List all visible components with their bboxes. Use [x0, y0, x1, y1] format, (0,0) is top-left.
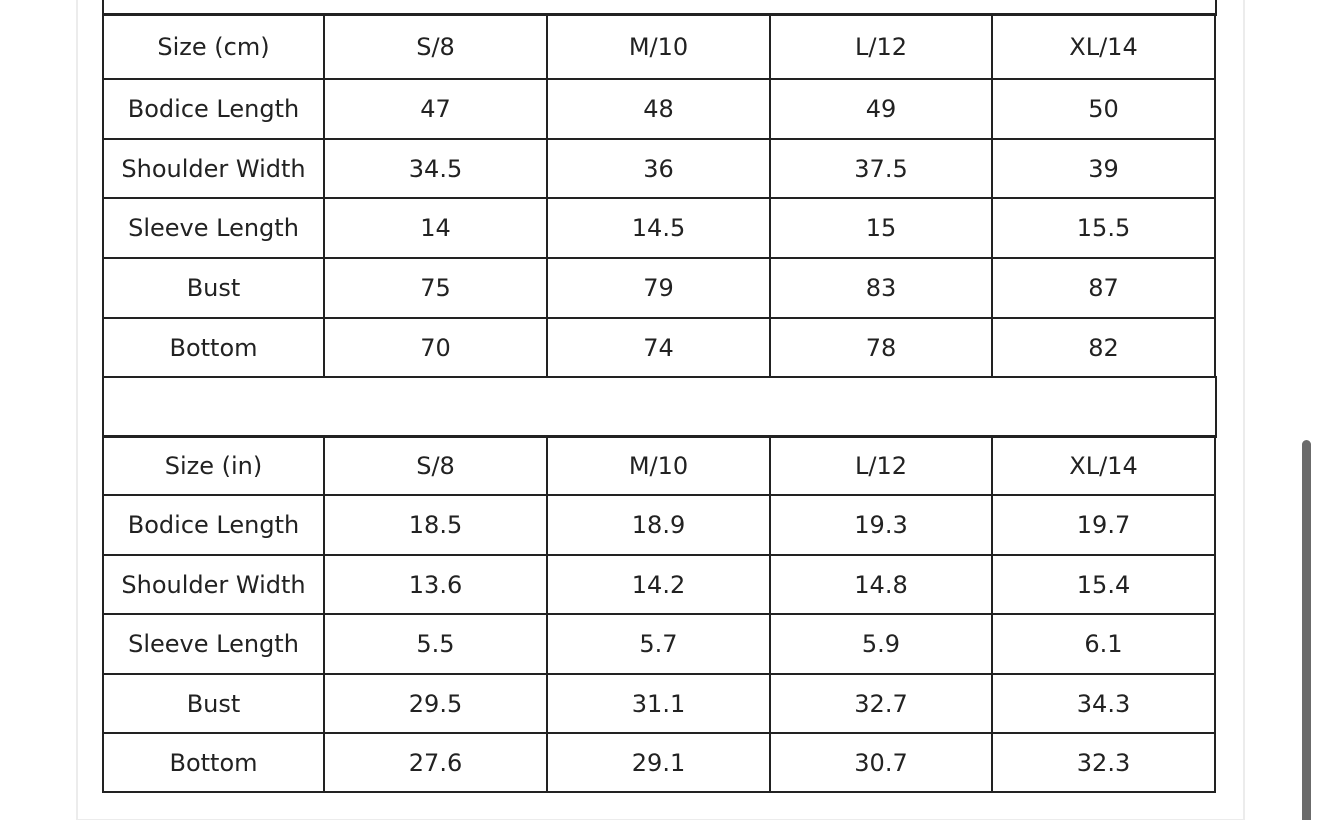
- table-cell: 18.5: [323, 494, 548, 556]
- table-cell: 32.3: [991, 732, 1216, 793]
- row-label: Sleeve Length: [102, 197, 325, 259]
- table-cell: 14: [323, 197, 548, 259]
- header-cell: Size (cm): [102, 13, 325, 80]
- table-cell: 14.8: [769, 554, 993, 615]
- panel: [76, 0, 1245, 820]
- table-top-row: [102, 0, 1217, 16]
- header-cell: S/8: [323, 13, 548, 80]
- table-cell: 19.7: [991, 494, 1216, 556]
- table-cell: 5.9: [769, 613, 993, 675]
- scrollbar[interactable]: [1302, 440, 1311, 820]
- table-cell: 15.4: [991, 554, 1216, 615]
- row-label: Shoulder Width: [102, 554, 325, 615]
- table-cell: 19.3: [769, 494, 993, 556]
- row-label: Bottom: [102, 732, 325, 793]
- table-cell: 50: [991, 78, 1216, 140]
- table-cell: 15: [769, 197, 993, 259]
- table-cell: 78: [769, 317, 993, 378]
- header-cell: M/10: [546, 435, 771, 496]
- table-cell: 83: [769, 257, 993, 319]
- table-cell: 82: [991, 317, 1216, 378]
- table-cell: 5.7: [546, 613, 771, 675]
- header-cell: S/8: [323, 435, 548, 496]
- table-cell: 39: [991, 138, 1216, 199]
- row-label: Bodice Length: [102, 78, 325, 140]
- row-label: Bodice Length: [102, 494, 325, 556]
- table-cell: 14.5: [546, 197, 771, 259]
- table-cell: 74: [546, 317, 771, 378]
- table-cell: 29.5: [323, 673, 548, 734]
- header-cell: L/12: [769, 435, 993, 496]
- table-cell: 75: [323, 257, 548, 319]
- row-label: Bottom: [102, 317, 325, 378]
- row-label: Shoulder Width: [102, 138, 325, 199]
- table-cell: 5.5: [323, 613, 548, 675]
- table-cell: 70: [323, 317, 548, 378]
- table-cell: 79: [546, 257, 771, 319]
- header-cell: XL/14: [991, 13, 1216, 80]
- table-cell: 49: [769, 78, 993, 140]
- table-cell: 32.7: [769, 673, 993, 734]
- table-cell: 29.1: [546, 732, 771, 793]
- table-cell: 47: [323, 78, 548, 140]
- table-cell: 14.2: [546, 554, 771, 615]
- table-cell: 87: [991, 257, 1216, 319]
- table-cell: 13.6: [323, 554, 548, 615]
- row-label: Bust: [102, 673, 325, 734]
- table-cell: 36: [546, 138, 771, 199]
- table-cell: 15.5: [991, 197, 1216, 259]
- header-cell: M/10: [546, 13, 771, 80]
- row-label: Bust: [102, 257, 325, 319]
- table-cell: 27.6: [323, 732, 548, 793]
- table-cell: 34.5: [323, 138, 548, 199]
- header-cell: Size (in): [102, 435, 325, 496]
- row-label: Sleeve Length: [102, 613, 325, 675]
- table-cell: 18.9: [546, 494, 771, 556]
- header-cell: XL/14: [991, 435, 1216, 496]
- table-cell: 34.3: [991, 673, 1216, 734]
- table-cell: 48: [546, 78, 771, 140]
- table-cell: 31.1: [546, 673, 771, 734]
- table-cell: 30.7: [769, 732, 993, 793]
- table-cell: 37.5: [769, 138, 993, 199]
- header-cell: L/12: [769, 13, 993, 80]
- spacer-row: [102, 376, 1217, 438]
- table-cell: 6.1: [991, 613, 1216, 675]
